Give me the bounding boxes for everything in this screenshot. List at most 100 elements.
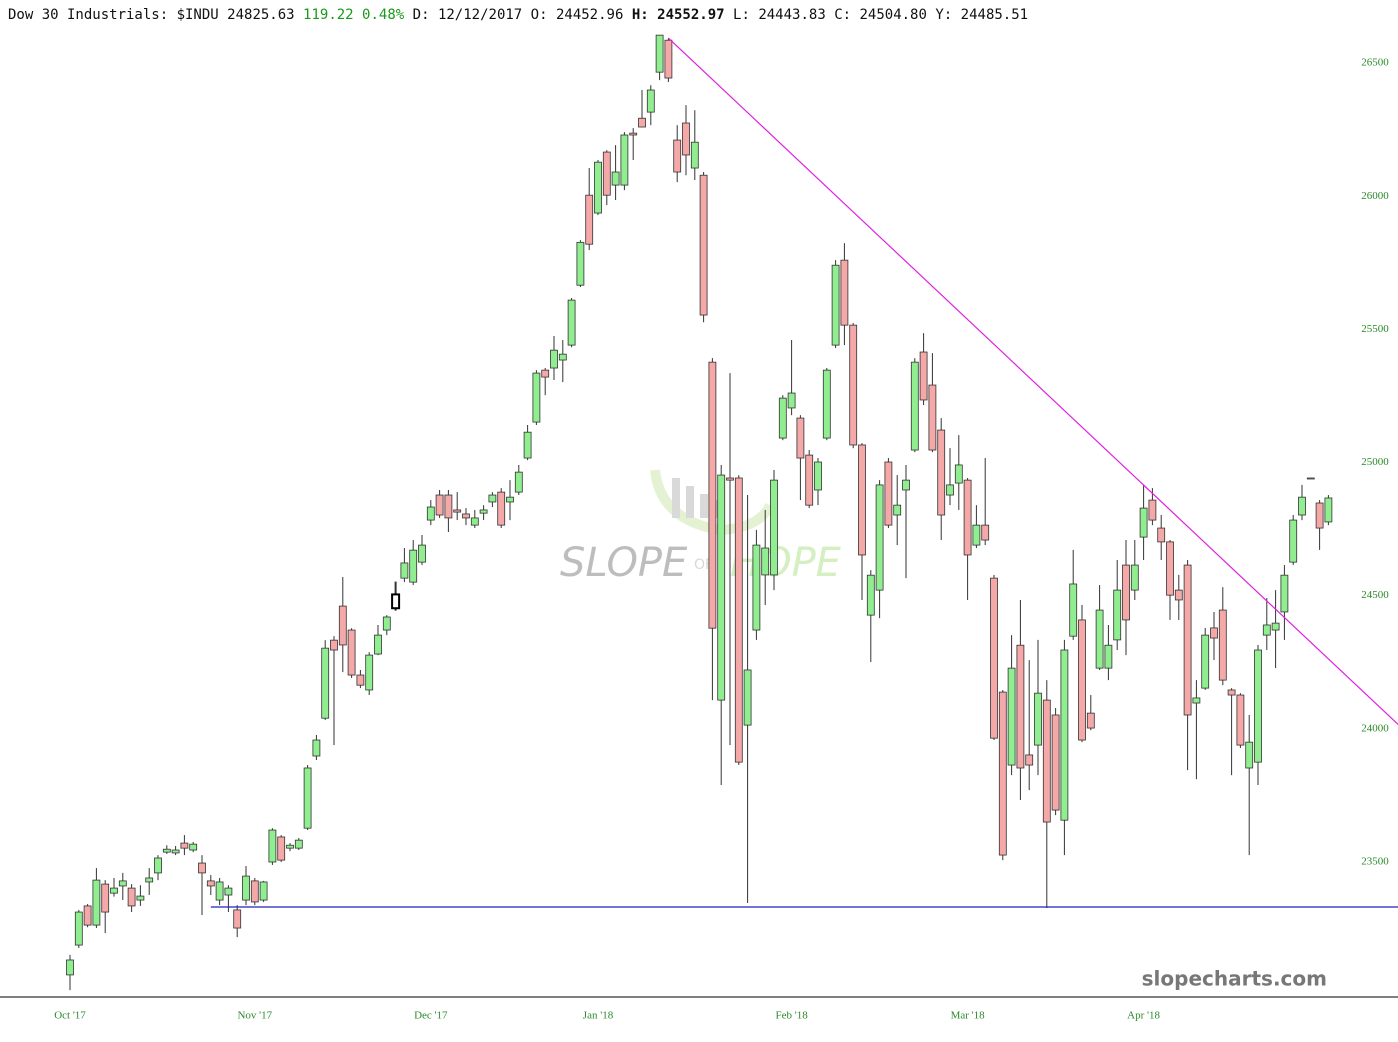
candle-body — [550, 349, 558, 369]
candle-body — [1324, 497, 1333, 523]
candle-body — [1218, 609, 1227, 681]
candle-body — [1051, 714, 1060, 811]
watermark: HOPE — [730, 540, 842, 586]
candle-body — [752, 544, 761, 631]
y-tick-label: 26000 — [1361, 190, 1389, 202]
candle-body — [1104, 644, 1113, 669]
candle-body — [66, 959, 74, 976]
candle-body — [312, 739, 321, 757]
candle-body — [594, 161, 602, 214]
header-value: 24552.97 — [657, 7, 724, 23]
candle-body — [1227, 689, 1236, 696]
candle-body — [858, 444, 866, 556]
candle-body — [1166, 541, 1174, 596]
candle-body — [374, 634, 382, 655]
candle-body — [946, 484, 954, 496]
header-label: C: — [834, 7, 851, 23]
candle-body — [74, 911, 83, 946]
candle-body — [638, 117, 646, 128]
header-name: Dow 30 Industrials: $INDU — [8, 7, 219, 23]
candle-body — [893, 504, 902, 516]
candle-body — [400, 562, 409, 579]
candle-body — [330, 639, 338, 651]
header-value: 24452.96 — [556, 7, 623, 23]
candle-body — [1210, 627, 1218, 639]
candle-body — [1007, 667, 1016, 766]
header-value: 12/12/2017 — [438, 7, 522, 23]
candle-body — [1016, 644, 1025, 769]
candle-body — [1183, 564, 1192, 716]
candle-body — [303, 767, 312, 829]
candle-body — [110, 887, 118, 894]
header: Dow 30 Industrials: $INDU 24825.63 119.2… — [8, 7, 1028, 23]
candle-body — [1130, 564, 1139, 591]
candle-body — [523, 431, 532, 459]
candle-body — [937, 429, 946, 516]
candle-body — [268, 829, 277, 863]
candle-body — [83, 905, 92, 926]
candle-body — [224, 887, 233, 896]
candle-body — [206, 880, 215, 887]
candle-body — [470, 517, 479, 526]
candle-body — [699, 174, 708, 316]
candle-body — [1280, 574, 1289, 613]
watermark: SLOPE — [560, 540, 688, 586]
candle-body — [1042, 699, 1051, 823]
candle-body — [435, 494, 444, 516]
candle-body — [277, 836, 286, 861]
trend-line — [667, 37, 1398, 726]
candle-body — [981, 524, 990, 541]
candle-body — [321, 647, 330, 719]
candle-body — [805, 454, 814, 506]
candle-body — [734, 477, 743, 763]
candle-body — [576, 241, 585, 286]
candle-body — [664, 39, 673, 79]
candle-body — [954, 464, 963, 484]
candle-body — [796, 417, 805, 459]
candle-body — [198, 862, 206, 874]
candle-body — [259, 881, 268, 901]
y-tick-label: 23500 — [1361, 856, 1389, 868]
candle-body — [233, 909, 242, 929]
candle-body — [479, 509, 488, 514]
candle-body — [1192, 697, 1201, 704]
candle-body — [1298, 496, 1306, 516]
candle-body — [1201, 634, 1210, 689]
header-change-pct: 0.48% — [362, 7, 405, 23]
candle-body — [849, 324, 858, 446]
candle-body — [866, 574, 875, 616]
candle-body — [541, 369, 550, 378]
candle-body — [831, 264, 840, 346]
candle-body — [250, 880, 259, 903]
candle-body — [101, 883, 110, 913]
y-tick-label: 25000 — [1361, 456, 1389, 468]
candle-body — [242, 875, 250, 901]
candle-body — [814, 461, 822, 491]
candle-body — [770, 479, 778, 576]
x-tick-label: Jan '18 — [583, 1010, 614, 1022]
candle-body — [1157, 527, 1166, 543]
candle-body — [1174, 589, 1183, 601]
candle-body — [1245, 741, 1254, 769]
x-tick-label: Mar '18 — [951, 1010, 986, 1022]
header-value: 24443.83 — [758, 7, 825, 23]
candle-body — [532, 372, 541, 423]
candle-body — [1113, 589, 1122, 641]
candle-body — [602, 151, 611, 196]
candle-body — [1262, 624, 1271, 636]
candle-body — [365, 654, 374, 691]
candle-body — [1236, 694, 1245, 746]
candle-body — [356, 674, 365, 686]
x-tick-label: Apr '18 — [1127, 1010, 1160, 1022]
candle-body — [1034, 692, 1042, 746]
candle-body — [462, 513, 470, 519]
candle-body — [910, 361, 919, 451]
candle-body — [1139, 507, 1148, 538]
candle-body — [717, 474, 726, 701]
candle-body — [726, 477, 734, 481]
candle-body — [611, 171, 620, 186]
y-tick-label: 24500 — [1361, 589, 1389, 601]
candle-body — [391, 593, 401, 610]
x-tick-label: Dec '17 — [414, 1010, 448, 1022]
candle-body — [1122, 564, 1130, 621]
